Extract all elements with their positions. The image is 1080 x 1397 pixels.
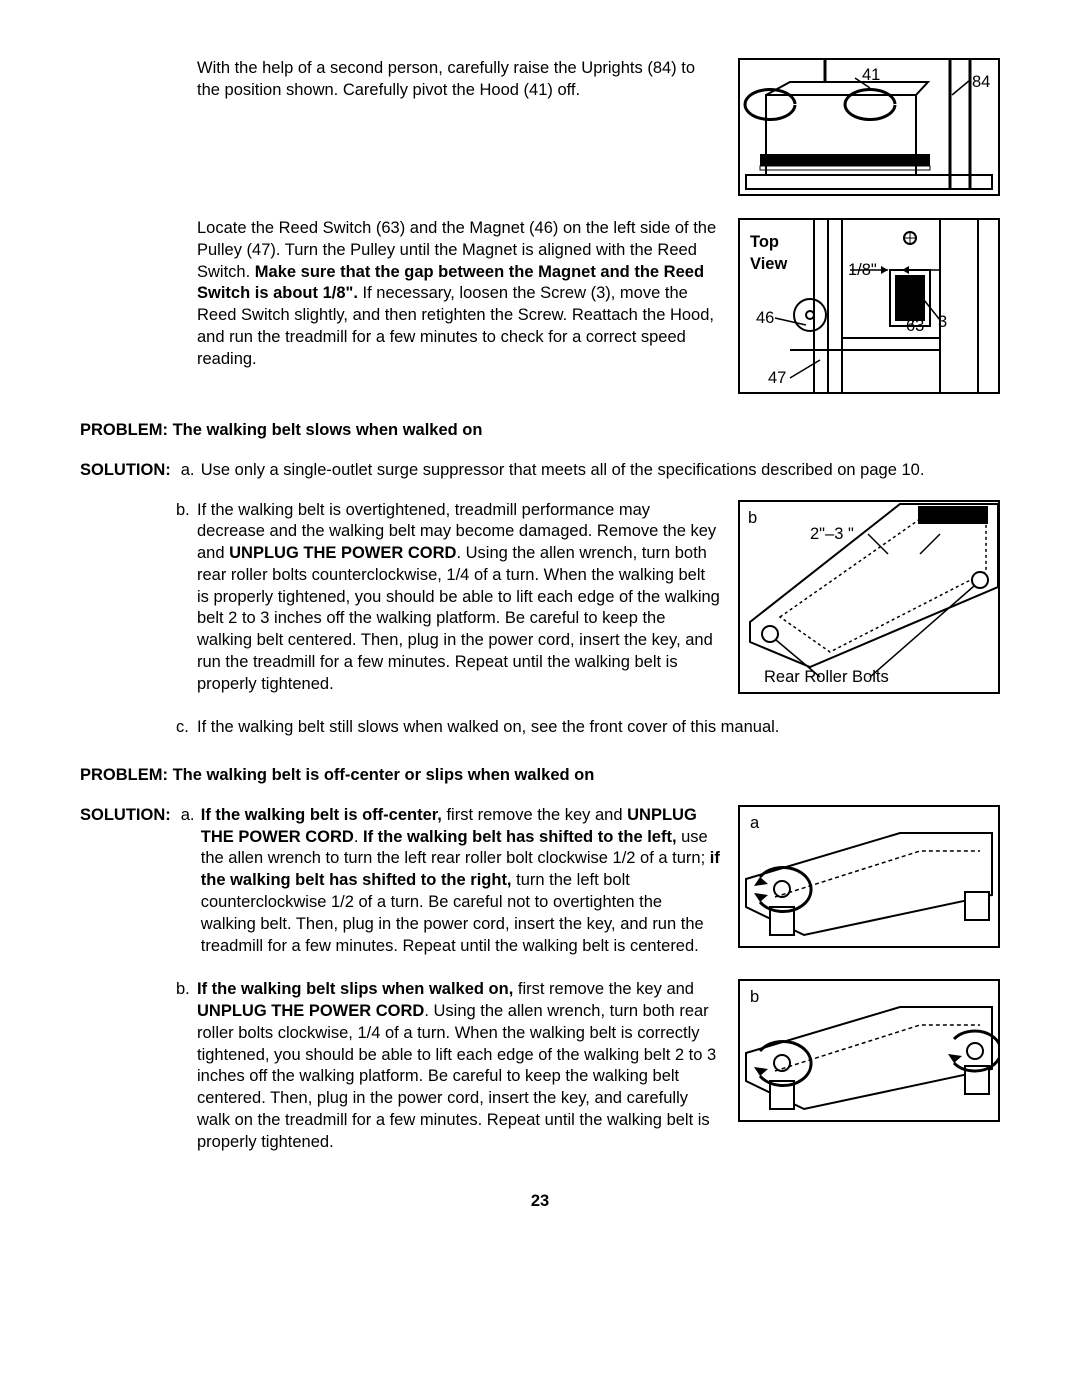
- fig2-63-label: 63: [906, 316, 924, 338]
- problem2-heading: PROBLEM: The walking belt is off-center …: [80, 765, 1000, 787]
- figure-belt-lift: b 2"–3 " Rear Roller Bolts: [738, 500, 1000, 694]
- fig1-label-41: 41: [862, 65, 880, 87]
- sol1c-letter: c.: [176, 717, 197, 739]
- page-number: 23: [80, 1191, 1000, 1213]
- para1-text: With the help of a second person, carefu…: [197, 58, 720, 102]
- sol1b-text: If the walking belt is overtightened, tr…: [197, 500, 720, 696]
- sol2b-letter: b.: [176, 979, 197, 1001]
- sol2b-text: If the walking belt slips when walked on…: [197, 979, 720, 1153]
- fig2-top-view-label: Top View: [750, 232, 787, 276]
- fig5-b-label: b: [750, 987, 759, 1009]
- figure-slip: b: [738, 979, 1000, 1122]
- sol2a-text: If the walking belt is off-center, first…: [201, 805, 720, 957]
- para2-text: Locate the Reed Switch (63) and the Magn…: [197, 218, 720, 370]
- fig3-rear-label: Rear Roller Bolts: [764, 667, 889, 689]
- fig3-dim-label: 2"–3 ": [810, 524, 854, 546]
- fig4-a-label: a: [750, 813, 759, 835]
- fig2-18-label: 1/8": [848, 260, 877, 282]
- fig2-3-label: 3: [938, 312, 947, 334]
- solution1-c: c. If the walking belt still slows when …: [176, 717, 1000, 739]
- solution2-label: SOLUTION:: [80, 805, 171, 827]
- paragraph-hood-removal: With the help of a second person, carefu…: [197, 58, 720, 102]
- solution1-a: SOLUTION: a. Use only a single-outlet su…: [80, 460, 1000, 482]
- sol1b-letter: b.: [176, 500, 197, 522]
- sol1c-text: If the walking belt still slows when wal…: [197, 717, 1000, 739]
- sol2a-letter: a.: [181, 805, 201, 827]
- sol1a-letter: a.: [181, 460, 201, 482]
- solution2-b-col: b. If the walking belt slips when walked…: [176, 979, 720, 1153]
- figure-top-view: Top View 1/8" 46 63 3 47: [738, 218, 1000, 394]
- figure-offcenter: a: [738, 805, 1000, 948]
- fig2-47-label: 47: [768, 368, 786, 390]
- figure-hood: 41 84: [738, 58, 1000, 196]
- solution2-a-col: SOLUTION: a. If the walking belt is off-…: [80, 805, 720, 957]
- solution1-label: SOLUTION:: [80, 460, 171, 482]
- paragraph-reed-switch: Locate the Reed Switch (63) and the Magn…: [197, 218, 720, 370]
- sol1a-text: Use only a single-outlet surge suppresso…: [201, 460, 925, 482]
- fig2-46-label: 46: [756, 308, 774, 330]
- fig3-b-label: b: [748, 508, 757, 530]
- solution1-b-col: b. If the walking belt is overtightened,…: [176, 500, 720, 696]
- fig1-label-84: 84: [972, 72, 990, 94]
- problem1-heading: PROBLEM: The walking belt slows when wal…: [80, 420, 1000, 442]
